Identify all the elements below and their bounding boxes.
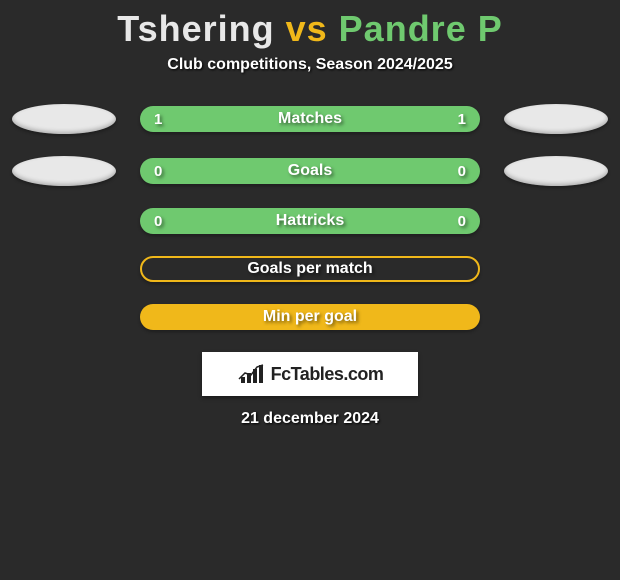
brand-text: FcTables.com xyxy=(271,364,384,385)
stat-bar: 0 Goals 0 xyxy=(140,158,480,184)
stats-container: 1 Matches 1 0 Goals 0 0 Hattricks 0 Goals per mat… xyxy=(0,104,620,330)
stat-label: Min per goal xyxy=(263,308,357,326)
stat-row: 0 Goals 0 xyxy=(0,156,620,186)
stat-left-value: 0 xyxy=(154,213,162,230)
right-badge xyxy=(504,156,608,186)
stat-row: Min per goal xyxy=(0,304,620,330)
stat-bar: Min per goal xyxy=(140,304,480,330)
title-vs: vs xyxy=(286,8,328,49)
right-badge xyxy=(504,104,608,134)
stat-label: Hattricks xyxy=(276,212,344,230)
brand-logo[interactable]: FcTables.com xyxy=(202,352,418,396)
stat-row: 0 Hattricks 0 xyxy=(0,208,620,234)
title-player2: Pandre P xyxy=(339,8,503,49)
subtitle: Club competitions, Season 2024/2025 xyxy=(0,56,620,74)
stat-bar: 0 Hattricks 0 xyxy=(140,208,480,234)
stat-right-value: 0 xyxy=(458,213,466,230)
chart-icon xyxy=(237,363,265,385)
page-title: Tshering vs Pandre P xyxy=(0,0,620,56)
stat-left-value: 1 xyxy=(154,111,162,128)
date-label: 21 december 2024 xyxy=(0,410,620,428)
stat-bar: Goals per match xyxy=(140,256,480,282)
title-player1: Tshering xyxy=(117,8,274,49)
stat-label: Matches xyxy=(278,110,342,128)
stat-bar: 1 Matches 1 xyxy=(140,106,480,132)
stat-row: 1 Matches 1 xyxy=(0,104,620,134)
stat-row: Goals per match xyxy=(0,256,620,282)
stat-label: Goals xyxy=(288,162,332,180)
stat-right-value: 1 xyxy=(458,111,466,128)
stat-left-value: 0 xyxy=(154,163,162,180)
stat-label: Goals per match xyxy=(247,260,372,278)
stat-right-value: 0 xyxy=(458,163,466,180)
left-badge xyxy=(12,156,116,186)
left-badge xyxy=(12,104,116,134)
